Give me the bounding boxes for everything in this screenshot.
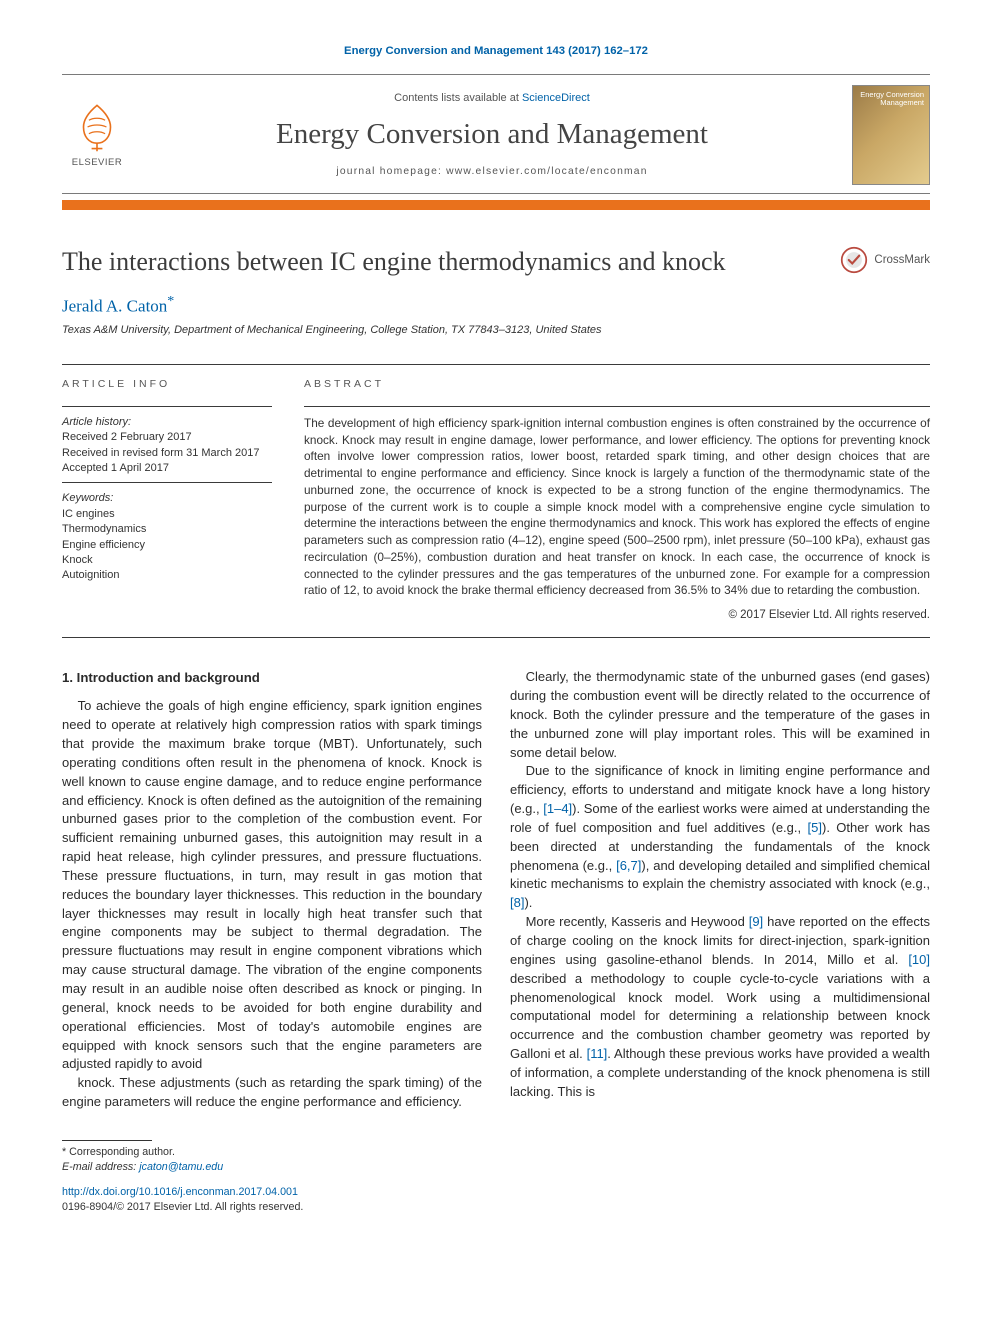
article-info-label: ARTICLE INFO [62, 377, 272, 392]
elsevier-logo: ELSEVIER [62, 100, 132, 169]
keyword: Thermodynamics [62, 522, 272, 537]
ref-link[interactable]: [5] [808, 820, 822, 835]
journal-cover-thumb: Energy Conversion Management [852, 85, 930, 185]
paragraph: Due to the significance of knock in limi… [510, 762, 930, 913]
ref-link[interactable]: [11] [587, 1046, 608, 1061]
abstract-text: The development of high efficiency spark… [304, 415, 930, 599]
crossmark-icon [840, 246, 868, 274]
paragraph: knock. These adjustments (such as retard… [62, 1074, 482, 1112]
history-accepted: Accepted 1 April 2017 [62, 461, 272, 476]
crossmark-label: CrossMark [874, 252, 930, 268]
accent-bar [62, 200, 930, 210]
divider [304, 406, 930, 407]
doi-link[interactable]: http://dx.doi.org/10.1016/j.enconman.201… [62, 1186, 298, 1198]
doi-block: http://dx.doi.org/10.1016/j.enconman.201… [62, 1185, 930, 1215]
text: More recently, Kasseris and Heywood [526, 914, 749, 929]
journal-name: Energy Conversion and Management [150, 114, 834, 155]
footer: * Corresponding author. E-mail address: … [62, 1140, 930, 1215]
history-revised: Received in revised form 31 March 2017 [62, 446, 272, 461]
sciencedirect-link[interactable]: ScienceDirect [522, 92, 590, 104]
corresponding-author-note: * Corresponding author. [62, 1145, 930, 1160]
corr-marker: * [62, 1146, 66, 1158]
divider [62, 482, 272, 483]
homepage-prefix: journal homepage: [336, 166, 446, 177]
keyword: IC engines [62, 507, 272, 522]
email-link[interactable]: jcaton@tamu.edu [139, 1161, 223, 1173]
keyword: Engine efficiency [62, 538, 272, 553]
cover-thumb-title: Energy Conversion Management [853, 91, 924, 108]
abstract-label: ABSTRACT [304, 377, 930, 392]
ref-link[interactable]: [10] [908, 952, 930, 967]
article-title: The interactions between IC engine therm… [62, 246, 840, 279]
history-received: Received 2 February 2017 [62, 430, 272, 445]
email-line: E-mail address: jcaton@tamu.edu [62, 1160, 930, 1175]
corr-label: Corresponding author. [69, 1146, 175, 1158]
email-label: E-mail address: [62, 1161, 136, 1173]
author-name: Jerald A. Caton* [62, 292, 930, 318]
ref-link[interactable]: [9] [749, 914, 763, 929]
paragraph: To achieve the goals of high engine effi… [62, 697, 482, 1074]
ref-link[interactable]: [6,7] [616, 858, 641, 873]
publisher-name: ELSEVIER [72, 156, 122, 169]
text: ). [524, 895, 532, 910]
author-affiliation: Texas A&M University, Department of Mech… [62, 323, 930, 338]
abstract-copyright: © 2017 Elsevier Ltd. All rights reserved… [304, 607, 930, 623]
corresponding-marker: * [167, 294, 174, 309]
divider [62, 406, 272, 407]
contents-line: Contents lists available at ScienceDirec… [150, 91, 834, 106]
crossmark-badge[interactable]: CrossMark [840, 246, 930, 274]
keywords-label: Keywords: [62, 491, 272, 506]
abstract-column: ABSTRACT The development of high efficie… [304, 377, 930, 623]
keyword: Autoignition [62, 568, 272, 583]
ref-link[interactable]: [8] [510, 895, 524, 910]
homepage-url[interactable]: www.elsevier.com/locate/enconman [446, 166, 648, 177]
journal-homepage: journal homepage: www.elsevier.com/locat… [150, 165, 834, 179]
issn-copyright: 0196-8904/© 2017 Elsevier Ltd. All right… [62, 1201, 303, 1213]
body-text: 1. Introduction and background To achiev… [62, 668, 930, 1112]
article-info-column: ARTICLE INFO Article history: Received 2… [62, 377, 272, 623]
history-label: Article history: [62, 415, 272, 430]
ref-link[interactable]: [1–4] [543, 801, 572, 816]
author-name-text: Jerald A. Caton [62, 297, 167, 316]
paragraph: Clearly, the thermodynamic state of the … [510, 668, 930, 762]
keyword: Knock [62, 553, 272, 568]
paragraph: More recently, Kasseris and Heywood [9] … [510, 913, 930, 1101]
contents-prefix: Contents lists available at [394, 92, 522, 104]
elsevier-tree-icon [70, 100, 124, 154]
top-citation: Energy Conversion and Management 143 (20… [62, 44, 930, 60]
masthead: ELSEVIER Contents lists available at Sci… [62, 74, 930, 194]
section-heading-1: 1. Introduction and background [62, 668, 482, 687]
footnote-rule [62, 1140, 152, 1141]
